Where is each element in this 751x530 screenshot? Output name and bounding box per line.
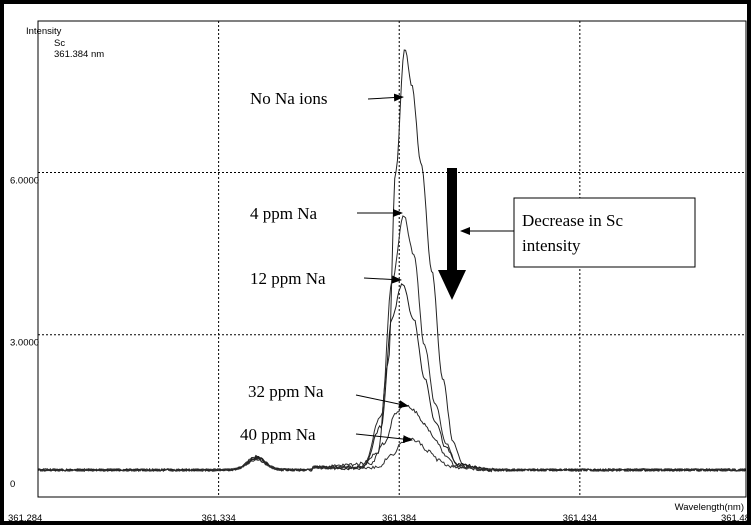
y-tick-label: 3.0000 xyxy=(10,338,39,349)
annotation-label: 32 ppm Na xyxy=(248,382,324,401)
annotation-label: No Na ions xyxy=(250,89,327,108)
element-label: Sc xyxy=(54,38,65,49)
plot-frame xyxy=(37,20,747,498)
element-wavelength: 361.384 nm xyxy=(54,49,104,60)
callout-box-border xyxy=(513,197,696,268)
annotation-label: 4 ppm Na xyxy=(250,204,318,223)
annotation-arrow xyxy=(355,433,413,444)
y-tick-label: 0 xyxy=(10,479,15,490)
series-line xyxy=(37,436,747,473)
x-tick-label: 361.384 xyxy=(382,513,416,524)
x-tick-label: 361.434 xyxy=(563,513,597,524)
plot-area-border xyxy=(37,20,747,498)
annotation-label: 40 ppm Na xyxy=(240,425,316,444)
annotation-arrow xyxy=(355,394,409,409)
y-axis-title: Intensity xyxy=(26,26,62,37)
series-line xyxy=(37,403,747,473)
decrease-arrow-icon xyxy=(438,168,466,300)
x-tick-label: 361.284 xyxy=(8,513,42,524)
callout-line-2: intensity xyxy=(522,236,581,255)
annotation-arrow xyxy=(363,275,402,284)
annotation-arrow xyxy=(367,93,404,102)
x-axis-title: Wavelength(nm) xyxy=(675,502,744,513)
x-tick-label: 361.48 xyxy=(721,513,750,524)
callout-line-1: Decrease in Sc xyxy=(522,211,623,230)
annotations: No Na ions 4 ppm Na 12 ppm Na 32 ppm Na 40 p… xyxy=(240,89,413,444)
callout-box: Decrease in Sc intensity xyxy=(460,197,696,268)
x-tick-label: 361.334 xyxy=(201,513,235,524)
annotation-label: 12 ppm Na xyxy=(250,269,326,288)
y-tick-label: 6.0000 xyxy=(10,175,39,186)
tick-labels: 361.284 361.334 361.384 361.434 361.48 0 3.000… xyxy=(8,175,750,524)
